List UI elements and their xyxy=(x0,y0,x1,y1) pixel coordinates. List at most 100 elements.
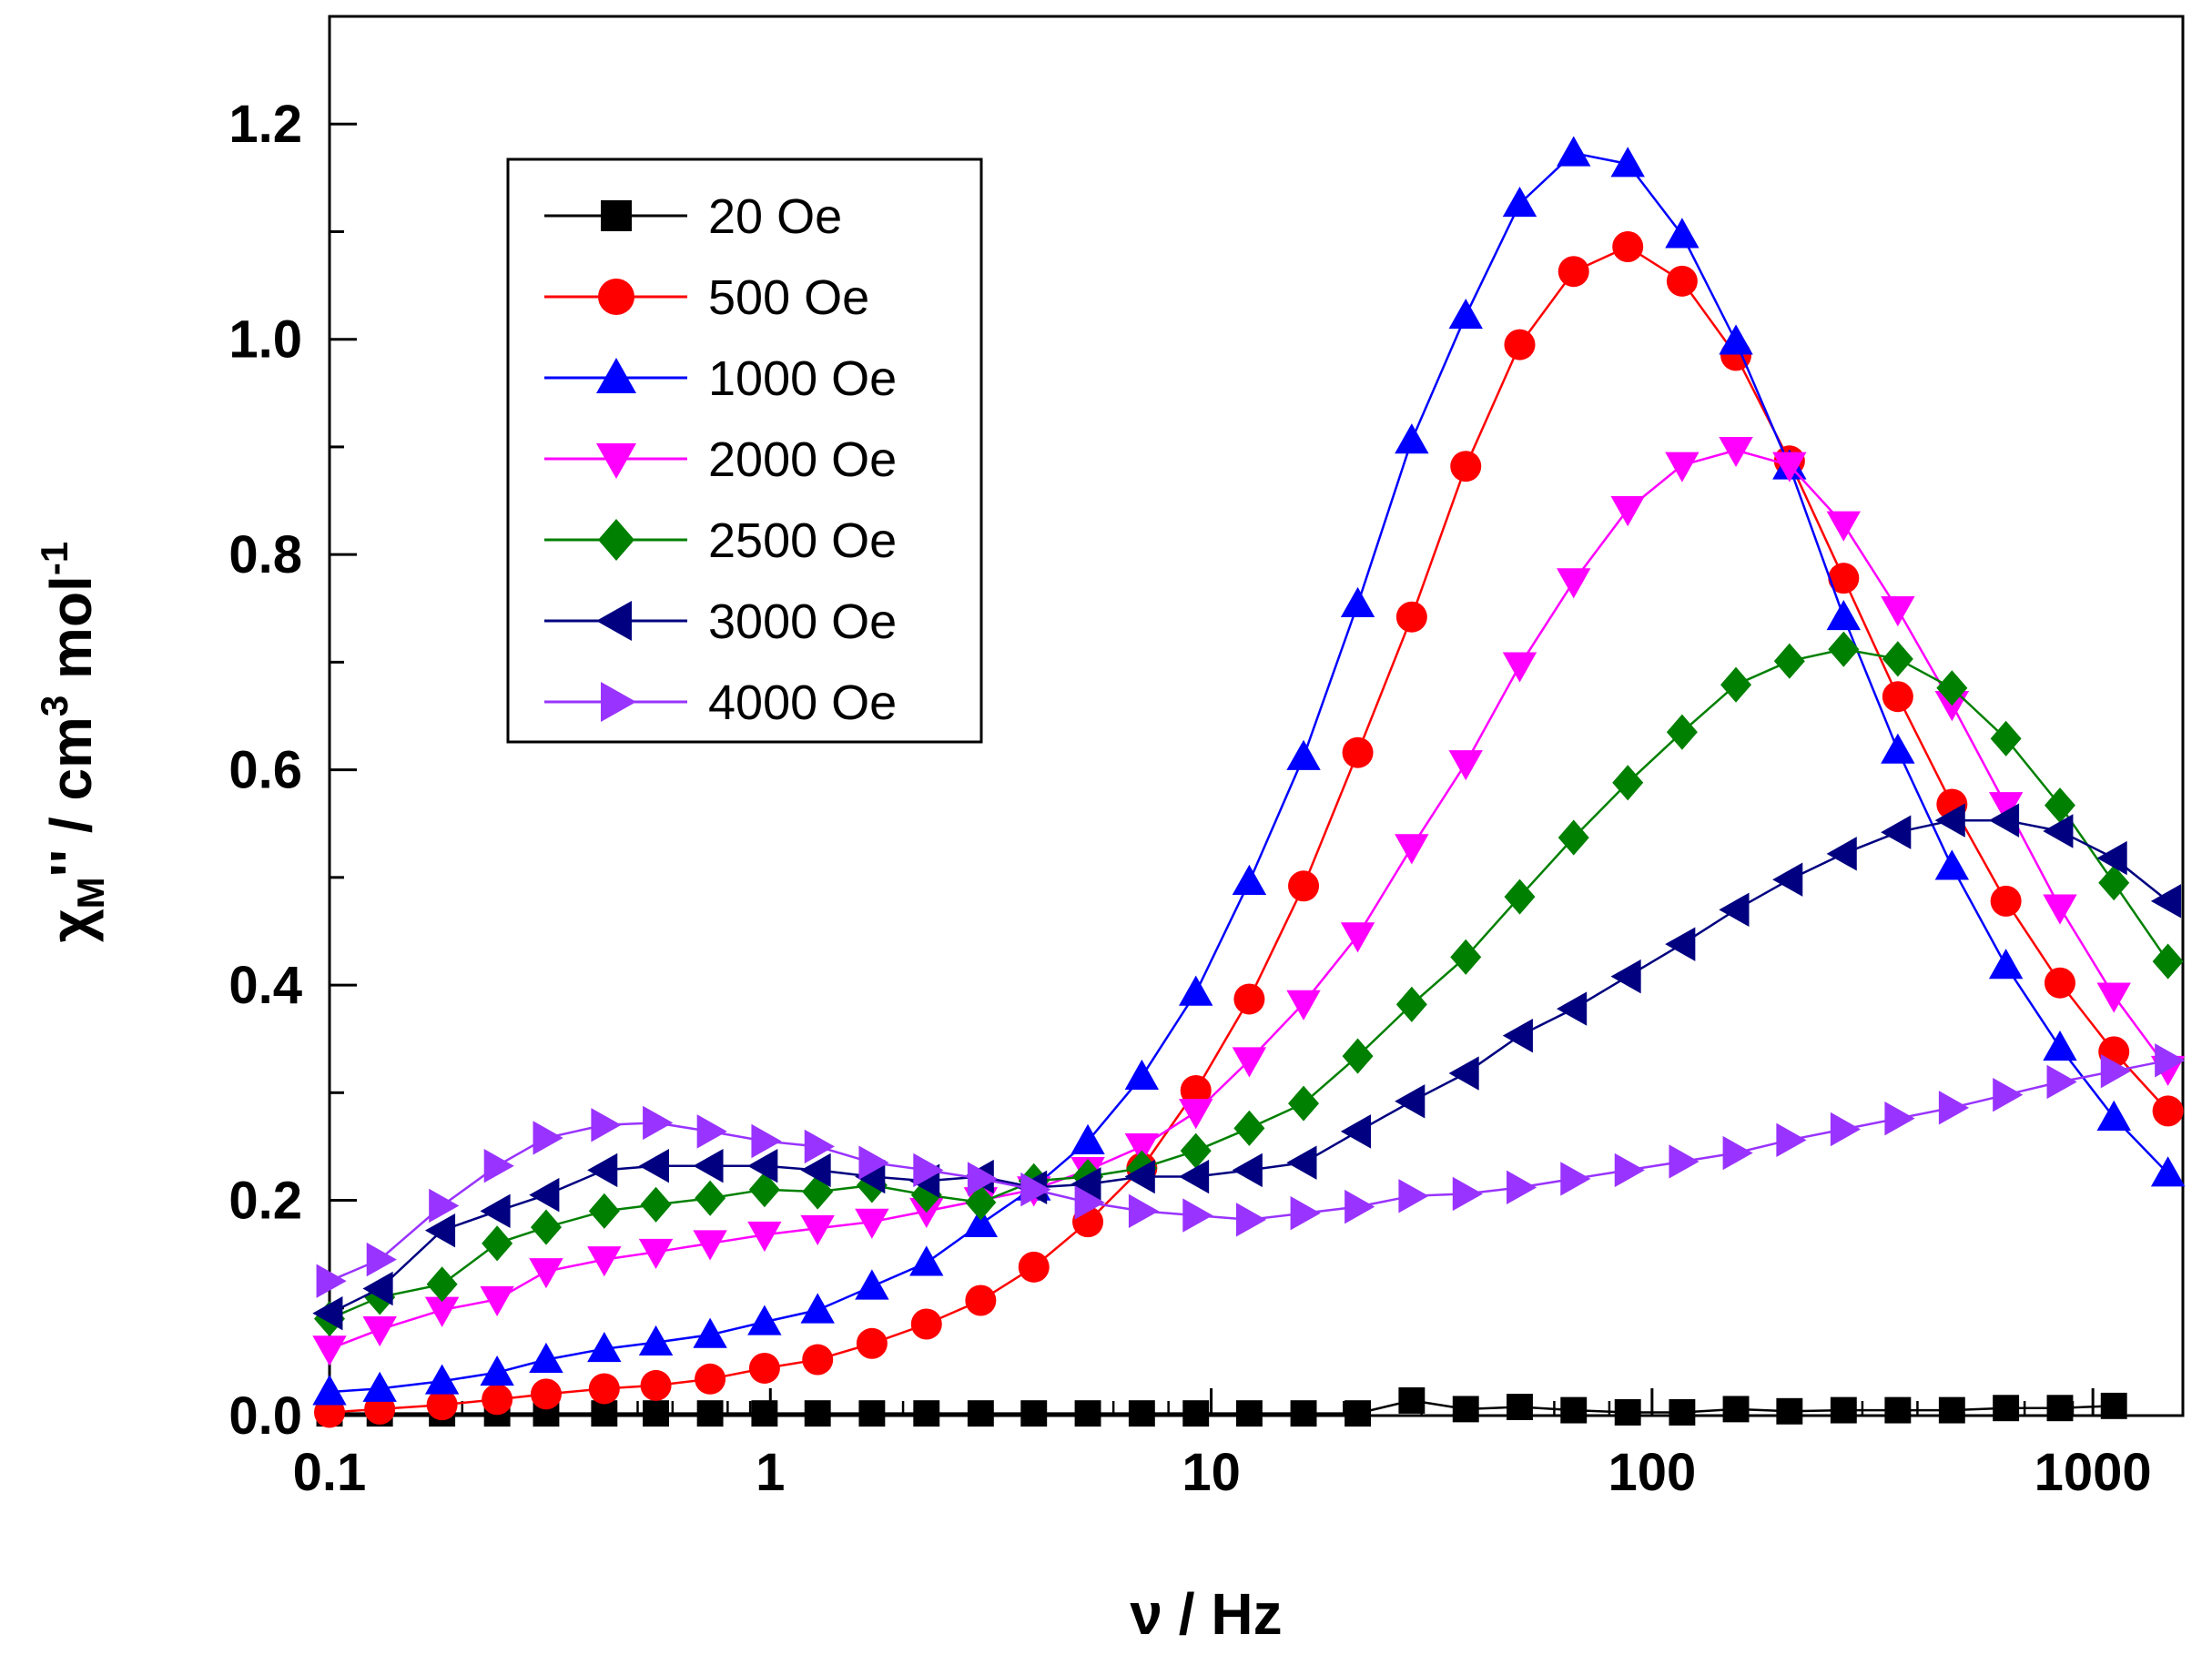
data-point xyxy=(1772,452,1807,482)
data-point xyxy=(2150,884,2182,919)
data-point xyxy=(1018,1251,1050,1283)
data-point xyxy=(1719,437,1753,468)
data-point xyxy=(2100,1392,2127,1419)
data-point xyxy=(1830,1396,1857,1424)
data-point xyxy=(2043,814,2074,848)
data-point xyxy=(1180,1074,1212,1106)
data-point xyxy=(1232,1152,1263,1188)
data-point xyxy=(1776,1122,1807,1158)
y-tick-label: 0.6 xyxy=(228,741,302,800)
data-point xyxy=(480,1285,514,1317)
data-point xyxy=(1988,949,2024,980)
data-point xyxy=(1666,265,1698,297)
data-point xyxy=(967,1400,994,1427)
y-axis-title: χM'' / cm3 mol-1 xyxy=(33,542,112,942)
data-point xyxy=(1398,1179,1429,1213)
data-point xyxy=(1507,1170,1537,1205)
data-point xyxy=(1558,256,1589,288)
data-point xyxy=(2096,1100,2131,1131)
data-point xyxy=(1233,1110,1265,1146)
legend-marker xyxy=(596,601,632,641)
data-point xyxy=(640,1186,672,1223)
data-point xyxy=(1557,568,1591,599)
legend-label: 3000 Oe xyxy=(708,594,897,649)
y-tick-label: 0.2 xyxy=(228,1172,302,1231)
data-point xyxy=(1612,765,1644,801)
data-point xyxy=(1233,983,1265,1015)
data-point xyxy=(963,1206,999,1237)
data-point xyxy=(2152,1095,2184,1127)
y-tick-label: 0.0 xyxy=(228,1386,302,1446)
series-2500-oe xyxy=(314,631,2184,1337)
data-point xyxy=(1182,1400,1210,1427)
data-point xyxy=(1340,586,1375,617)
legend-marker xyxy=(598,279,634,315)
data-point xyxy=(362,1315,397,1347)
data-point xyxy=(1772,862,1803,897)
data-point xyxy=(591,1400,618,1427)
data-point xyxy=(1881,815,1912,849)
data-point xyxy=(855,1208,889,1239)
data-point xyxy=(1290,1400,1317,1427)
data-point xyxy=(2096,840,2127,876)
data-point xyxy=(909,1245,944,1276)
data-point xyxy=(800,1152,831,1188)
data-point xyxy=(1666,714,1698,750)
data-point xyxy=(1934,849,1970,880)
data-point xyxy=(913,1400,940,1427)
data-point xyxy=(2098,865,2130,901)
legend-label: 4000 Oe xyxy=(708,675,897,730)
data-point xyxy=(362,1271,393,1306)
data-point xyxy=(1179,1099,1213,1130)
data-point xyxy=(1342,1038,1374,1074)
data-point xyxy=(693,1230,727,1261)
data-point xyxy=(693,1317,727,1348)
data-point xyxy=(2046,1064,2077,1100)
data-point xyxy=(1934,803,1965,838)
data-point xyxy=(1669,1144,1700,1179)
data-point xyxy=(2100,1053,2131,1089)
data-point xyxy=(1773,643,1805,679)
data-point xyxy=(1610,959,1641,994)
data-point xyxy=(1286,1145,1317,1180)
data-point xyxy=(429,1188,460,1223)
data-point xyxy=(1507,1394,1533,1420)
legend-box xyxy=(506,157,983,744)
data-point xyxy=(1826,511,1862,542)
legend-marker xyxy=(601,682,636,722)
data-point xyxy=(424,1213,456,1248)
data-point xyxy=(1826,837,1857,871)
data-point xyxy=(1286,739,1321,770)
legend-marker xyxy=(598,519,634,561)
data-point xyxy=(1669,1399,1696,1426)
data-point xyxy=(1722,1396,1750,1423)
data-point xyxy=(1070,1123,1105,1154)
data-point xyxy=(1448,298,1483,330)
data-point xyxy=(1828,563,1860,594)
y-tick-label: 0.8 xyxy=(228,525,302,584)
series-500-oe xyxy=(314,231,2184,1428)
data-point xyxy=(858,1145,889,1180)
data-point xyxy=(1235,1203,1267,1237)
y-axis-title-part: 3 xyxy=(33,696,76,716)
data-point xyxy=(480,1193,511,1229)
data-point xyxy=(643,1400,669,1427)
data-point xyxy=(800,1214,835,1245)
data-point xyxy=(2046,1395,2074,1422)
data-point xyxy=(1124,1059,1160,1091)
data-point xyxy=(587,1246,622,1277)
data-point xyxy=(2044,787,2075,824)
data-point xyxy=(909,1197,944,1229)
x-tick-label: 100 xyxy=(1608,1443,1696,1502)
data-point xyxy=(1232,864,1267,896)
data-point xyxy=(802,1344,834,1376)
data-point xyxy=(424,1296,460,1327)
data-point xyxy=(1448,1056,1479,1091)
data-point xyxy=(426,1266,458,1303)
data-point xyxy=(530,1209,562,1245)
data-point xyxy=(1395,986,1427,1022)
data-point xyxy=(424,1364,460,1395)
data-point xyxy=(1452,1396,1479,1423)
